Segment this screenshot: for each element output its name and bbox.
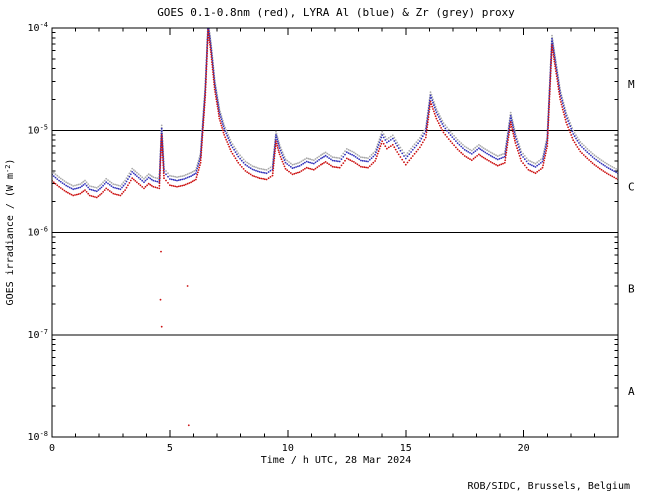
x-tick-label: 15 (400, 443, 412, 454)
plot-area: 10-4 10-5 10-6 10-7 10-80 5 10 15 20 M C B A (28, 21, 635, 454)
flare-class-label-b: B (628, 283, 635, 296)
y-axis-label-pre: GOES irradiance / (W m (5, 173, 16, 305)
x-tick-label: 20 (518, 443, 530, 454)
y-axis-label: GOES irradiance / (W m-2) (4, 159, 16, 306)
credit-footer: ROB/SIDC, Brussels, Belgium (467, 481, 630, 492)
y-axis-label-post: ) (5, 159, 16, 165)
data-points-layer (52, 28, 618, 427)
x-tick-label: 10 (282, 443, 294, 454)
x-tick-label: 5 (167, 443, 173, 454)
flare-class-label-m: M (628, 78, 635, 91)
y-axis-label-exponent: -2 (4, 165, 12, 173)
y-tick-label: 10-6 (28, 226, 48, 239)
x-tick-label: 0 (49, 443, 55, 454)
flare-class-label-c: C (628, 180, 635, 193)
y-tick-label: 10-5 (28, 123, 48, 136)
outlier-points (159, 250, 190, 427)
x-axis-label: Time / h UTC, 28 Mar 2024 (261, 455, 412, 466)
flare-class-label-a: A (628, 385, 635, 398)
y-tick-label: 10-8 (28, 430, 48, 443)
y-tick-label: 10-4 (28, 21, 48, 34)
chart-title: GOES 0.1-0.8nm (red), LYRA Al (blue) & Z… (157, 6, 515, 19)
y-tick-label: 10-7 (28, 328, 48, 341)
